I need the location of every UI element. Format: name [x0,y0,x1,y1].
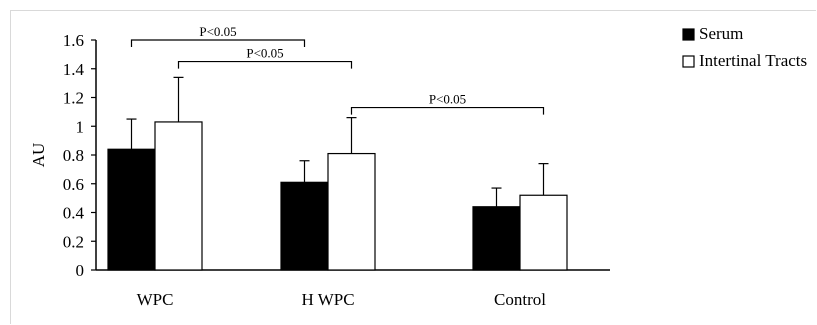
y-axis-label: AU [29,143,48,168]
chart-frame [10,10,816,324]
y-tick-label: 1.6 [63,31,84,50]
legend-label: Serum [699,24,743,43]
y-tick-label: 1.2 [63,89,84,108]
x-category-label: H WPC [301,290,354,309]
legend-label: Intertinal Tracts [699,51,807,70]
bar [154,121,203,271]
x-category-label: WPC [137,290,174,309]
significance-label: P<0.05 [246,46,283,61]
y-tick-label: 1 [76,117,85,136]
legend-swatch [682,28,695,41]
legend-swatch [682,55,695,68]
y-tick-label: 0.6 [63,175,84,194]
bar [472,206,521,271]
significance-label: P<0.05 [429,92,466,107]
bar [327,152,376,271]
y-tick-label: 0.8 [63,146,84,165]
y-tick-label: 1.4 [63,60,85,79]
significance-bracket [350,106,545,115]
y-tick-label: 0 [76,261,85,280]
y-tick-label: 0.4 [63,204,85,223]
bar [280,181,329,271]
significance-label: P<0.05 [199,24,236,39]
significance-bracket [177,60,353,69]
bar [519,194,568,271]
bar [107,148,156,271]
significance-bracket [130,39,306,47]
x-category-label: Control [494,290,546,309]
y-tick-label: 0.2 [63,232,84,251]
